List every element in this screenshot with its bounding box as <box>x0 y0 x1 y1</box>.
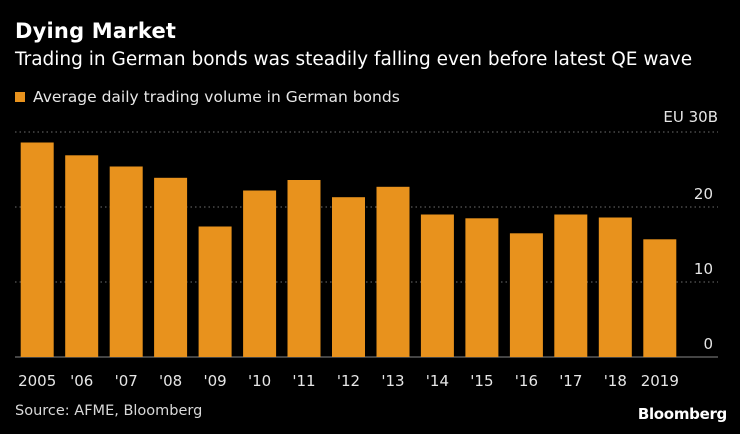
x-tick-label: '07 <box>115 372 138 390</box>
bar-13 <box>598 217 632 357</box>
bar-14 <box>643 239 677 358</box>
chart-title: Dying Market <box>15 19 177 43</box>
y-tick-label: 20 <box>694 185 713 203</box>
x-tick-label: 2019 <box>641 372 679 390</box>
x-tick-label: '14 <box>426 372 449 390</box>
x-tick-label: '18 <box>604 372 627 390</box>
bar-7 <box>332 197 365 357</box>
x-tick-label: 2005 <box>18 372 56 390</box>
x-tick-label: '16 <box>515 372 538 390</box>
bar-4 <box>198 226 232 357</box>
x-tick-label: '15 <box>470 372 493 390</box>
chart-subtitle: Trading in German bonds was steadily fal… <box>15 49 693 70</box>
x-tick-label: '13 <box>381 372 404 390</box>
x-tick-label: '06 <box>70 372 93 390</box>
bar-0 <box>20 142 54 357</box>
x-tick-label: '11 <box>292 372 315 390</box>
source-note: Source: AFME, Bloomberg <box>15 403 203 419</box>
legend-label: Average daily trading volume in German b… <box>33 88 400 106</box>
y-tick-label: 10 <box>694 260 713 278</box>
bar-8 <box>376 186 410 357</box>
bar-9 <box>420 214 454 357</box>
x-tick-label: '08 <box>159 372 182 390</box>
bar-6 <box>287 180 321 357</box>
bloomberg-logo: Bloomberg <box>637 405 727 423</box>
x-tick-label: '12 <box>337 372 360 390</box>
bar-10 <box>465 218 499 358</box>
x-tick-label: '17 <box>559 372 582 390</box>
x-tick-label: '09 <box>203 372 226 390</box>
x-tick-label: '10 <box>248 372 271 390</box>
y-axis-unit-label: EU 30B <box>663 108 718 126</box>
legend-swatch <box>15 92 25 102</box>
bar-12 <box>554 214 588 357</box>
bar-1 <box>65 155 99 358</box>
bar-2 <box>109 166 143 357</box>
bar-5 <box>243 190 277 357</box>
y-tick-label: 0 <box>703 335 713 353</box>
bar-3 <box>154 177 188 358</box>
bar-11 <box>509 233 543 358</box>
legend: Average daily trading volume in German b… <box>15 88 400 106</box>
